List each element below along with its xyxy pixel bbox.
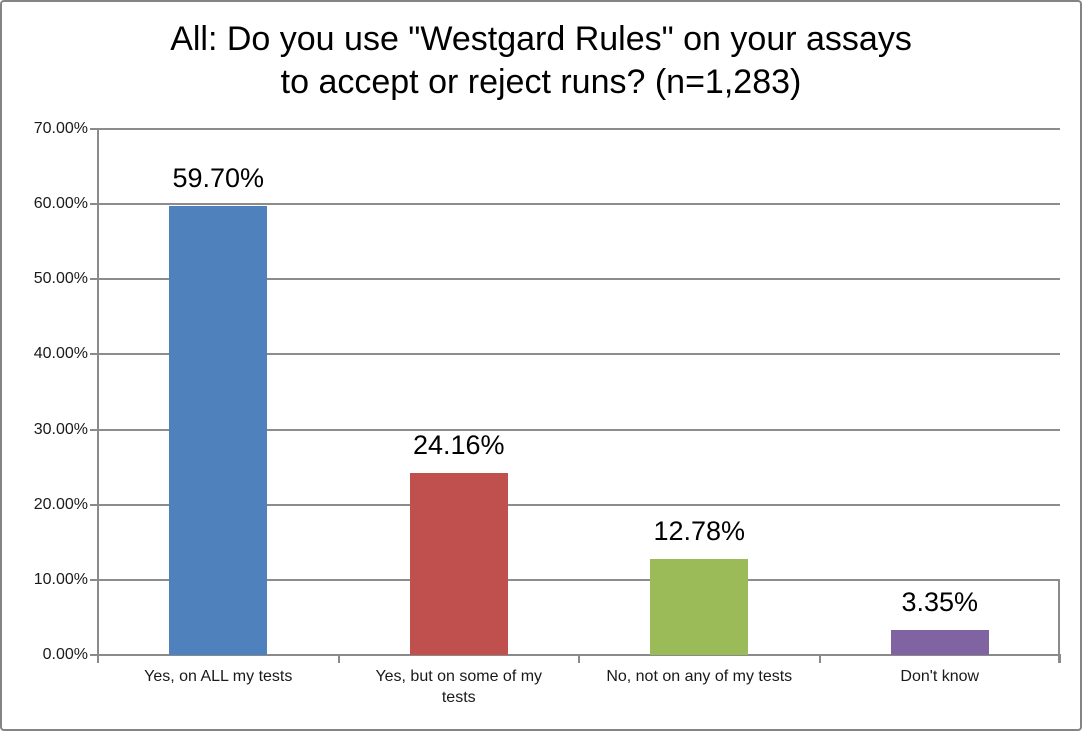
category-label: Yes, but on some of my tests <box>375 668 543 706</box>
y-axis-tick <box>90 654 98 656</box>
x-axis-tick <box>1059 655 1061 663</box>
x-axis-end-cap <box>1058 579 1060 663</box>
bar <box>169 206 268 655</box>
bar-value-label: 3.35% <box>901 586 979 617</box>
y-axis-label: 30.00% <box>33 420 88 438</box>
chart-title-line-2: to accept or reject runs? (n=1,283) <box>280 63 802 101</box>
bar-value-label: 12.78% <box>653 515 746 546</box>
y-axis-tick <box>90 128 98 130</box>
y-axis-tick <box>90 278 98 281</box>
x-axis-tick <box>578 655 580 663</box>
gridline <box>98 128 1060 130</box>
y-axis-label: 60.00% <box>33 195 88 213</box>
category-label: No, not on any of my tests <box>606 668 793 685</box>
y-axis-tick <box>90 203 98 206</box>
bar <box>890 629 989 655</box>
gridline <box>98 428 1060 431</box>
y-axis-tick <box>90 428 98 431</box>
y-axis-label: 70.00% <box>33 120 88 137</box>
x-axis-tick <box>97 655 99 663</box>
bar-value-label: 24.16% <box>412 430 505 461</box>
gridline <box>98 278 1060 281</box>
y-axis-tick <box>90 503 98 506</box>
y-axis-label: 50.00% <box>33 270 88 288</box>
bar <box>409 473 508 655</box>
gridline <box>98 503 1060 506</box>
y-axis-label: 40.00% <box>33 345 88 363</box>
gridline <box>98 353 1060 356</box>
category-label: Yes, on ALL my tests <box>144 668 293 685</box>
y-axis-line <box>97 129 99 655</box>
bar-value-label: 59.70% <box>172 163 265 194</box>
chart-title: All: Do you use "Westgard Rules" on your… <box>2 18 1080 104</box>
y-axis-label: 0.00% <box>42 646 88 663</box>
y-axis-label: 10.00% <box>33 570 88 588</box>
category-label: Don't know <box>900 668 980 685</box>
gridline <box>98 578 1060 581</box>
y-axis-tick <box>90 353 98 356</box>
x-axis-tick <box>337 655 340 663</box>
x-axis-tick <box>818 655 821 663</box>
y-axis-tick <box>90 578 98 581</box>
bar <box>650 558 749 655</box>
y-axis-label: 20.00% <box>33 495 88 513</box>
gridline <box>98 203 1060 206</box>
chart-title-line-1: All: Do you use "Westgard Rules" on your… <box>170 20 912 58</box>
